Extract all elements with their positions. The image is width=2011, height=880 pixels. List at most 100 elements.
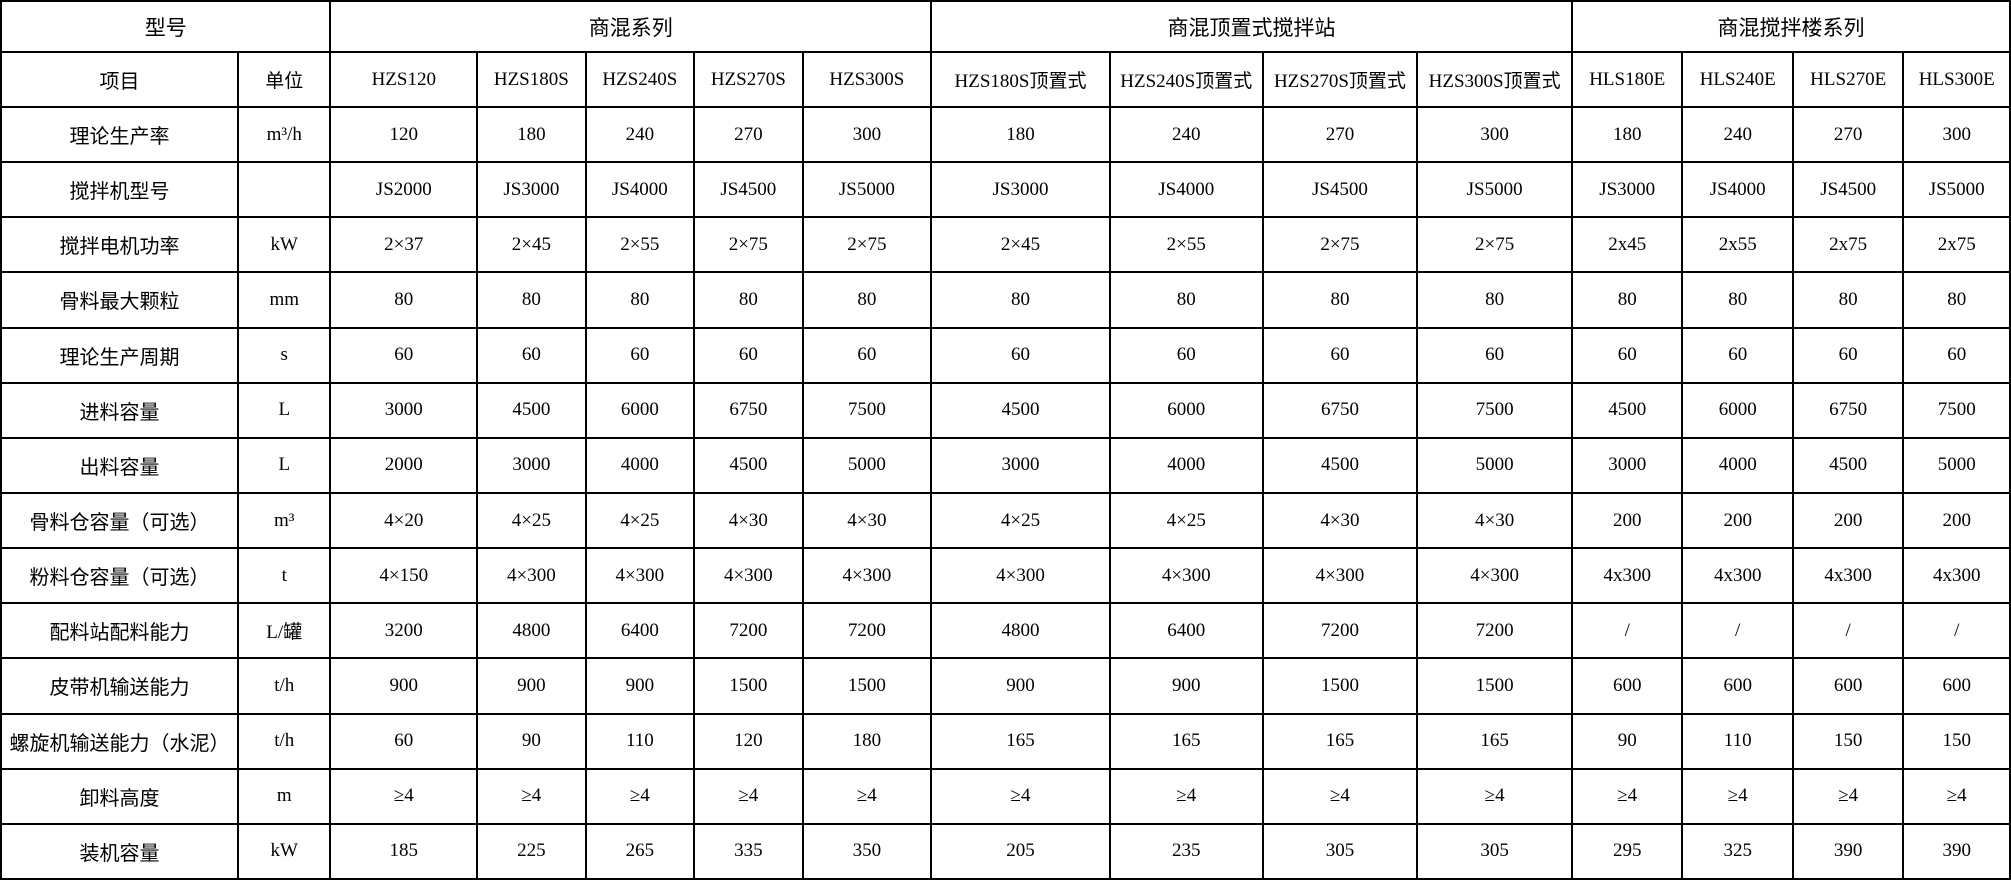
value-cell: 4×300 bbox=[1108, 547, 1264, 605]
value-cell: 60 bbox=[1261, 326, 1419, 384]
value-cell: 325 bbox=[1681, 822, 1794, 880]
row-label: 配料站配料能力 bbox=[0, 602, 240, 660]
value-cell: 80 bbox=[476, 271, 587, 329]
value-cell: 900 bbox=[476, 657, 587, 715]
value-cell: 2x75 bbox=[1791, 216, 1905, 274]
value-cell: JS3000 bbox=[930, 161, 1111, 219]
value-cell: JS4500 bbox=[1261, 161, 1419, 219]
model-header-cell: HZS270S顶置式 bbox=[1261, 51, 1419, 108]
value-cell: 600 bbox=[1570, 657, 1684, 715]
value-cell: 4×30 bbox=[1261, 491, 1419, 550]
value-cell: / bbox=[1791, 602, 1905, 660]
value-cell: 80 bbox=[1681, 271, 1794, 329]
value-cell: ≥4 bbox=[584, 767, 696, 825]
row-label: 出料容量 bbox=[0, 436, 240, 494]
value-cell: ≥4 bbox=[693, 767, 804, 825]
group-header-top-mounted-station: 商混顶置式搅拌站 bbox=[930, 0, 1573, 53]
value-cell: 80 bbox=[584, 271, 696, 329]
value-cell: 165 bbox=[1416, 712, 1573, 770]
value-cell: 200 bbox=[1681, 491, 1794, 550]
value-cell: 1500 bbox=[1261, 657, 1419, 715]
value-cell: JS4500 bbox=[693, 161, 804, 219]
value-cell: 4×30 bbox=[1416, 491, 1573, 550]
value-cell: 180 bbox=[476, 105, 587, 164]
item-header-cell: 项目 bbox=[0, 51, 240, 108]
value-cell: 110 bbox=[584, 712, 696, 770]
value-cell: / bbox=[1902, 602, 2011, 660]
value-cell: 60 bbox=[1108, 326, 1264, 384]
value-cell: 90 bbox=[476, 712, 587, 770]
row-label: 搅拌电机功率 bbox=[0, 216, 240, 274]
value-cell: 4×300 bbox=[476, 547, 587, 605]
value-cell: 60 bbox=[1681, 326, 1794, 384]
value-cell: 300 bbox=[1902, 105, 2011, 164]
value-cell: 3200 bbox=[329, 602, 479, 660]
value-cell: 305 bbox=[1261, 822, 1419, 880]
value-cell: 265 bbox=[584, 822, 696, 880]
value-cell: 2×37 bbox=[329, 216, 479, 274]
model-header-cell: HZS180S bbox=[476, 51, 587, 108]
unit-cell: L bbox=[237, 381, 332, 439]
value-cell: 200 bbox=[1570, 491, 1684, 550]
value-cell: 2×55 bbox=[1108, 216, 1264, 274]
value-cell: / bbox=[1570, 602, 1684, 660]
value-cell: 4×300 bbox=[930, 547, 1111, 605]
value-cell: 80 bbox=[1791, 271, 1905, 329]
value-cell: 200 bbox=[1902, 491, 2011, 550]
value-cell: 4800 bbox=[476, 602, 587, 660]
value-cell: 60 bbox=[329, 712, 479, 770]
value-cell: 6750 bbox=[1261, 381, 1419, 439]
value-cell: JS5000 bbox=[1416, 161, 1573, 219]
value-cell: 390 bbox=[1791, 822, 1905, 880]
unit-cell: mm bbox=[237, 271, 332, 329]
value-cell: 6750 bbox=[693, 381, 804, 439]
value-cell: 1500 bbox=[693, 657, 804, 715]
value-cell: 60 bbox=[1416, 326, 1573, 384]
value-cell: 205 bbox=[930, 822, 1111, 880]
model-header-row: 项目 单位 HZS120 HZS180S HZS240S HZS270S HZS… bbox=[0, 51, 2011, 108]
table-row: 卸料高度 m ≥4 ≥4 ≥4 ≥4 ≥4 ≥4 ≥4 ≥4 ≥4 ≥4 ≥4 ≥4 ≥4 bbox=[0, 767, 2011, 825]
value-cell: 4x300 bbox=[1902, 547, 2011, 605]
value-cell: / bbox=[1681, 602, 1794, 660]
model-header-cell: HLS180E bbox=[1570, 51, 1684, 108]
value-cell: JS2000 bbox=[329, 161, 479, 219]
table-row: 装机容量 kW 185 225 265 335 350 205 235 305 305 295 325 3… bbox=[0, 822, 2011, 880]
value-cell: 1500 bbox=[1416, 657, 1573, 715]
value-cell: 60 bbox=[693, 326, 804, 384]
value-cell: 240 bbox=[1108, 105, 1264, 164]
unit-cell: t bbox=[237, 547, 332, 605]
value-cell: 4×300 bbox=[801, 547, 933, 605]
value-cell: 150 bbox=[1791, 712, 1905, 770]
value-cell: 80 bbox=[1108, 271, 1264, 329]
value-cell: ≥4 bbox=[329, 767, 479, 825]
value-cell: 7200 bbox=[693, 602, 804, 660]
value-cell: 3000 bbox=[476, 436, 587, 494]
model-header-cell: HZS300S bbox=[801, 51, 933, 108]
value-cell: 80 bbox=[1902, 271, 2011, 329]
corner-cell: 型号 bbox=[0, 0, 332, 53]
value-cell: 2×75 bbox=[693, 216, 804, 274]
value-cell: 60 bbox=[930, 326, 1111, 384]
value-cell: 225 bbox=[476, 822, 587, 880]
value-cell: 6000 bbox=[584, 381, 696, 439]
value-cell: 60 bbox=[1570, 326, 1684, 384]
value-cell: 6000 bbox=[1681, 381, 1794, 439]
value-cell: 4×300 bbox=[693, 547, 804, 605]
value-cell: 900 bbox=[584, 657, 696, 715]
value-cell: 5000 bbox=[801, 436, 933, 494]
table-row: 配料站配料能力 L/罐 3200 4800 6400 7200 7200 4800 6400 72… bbox=[0, 602, 2011, 660]
value-cell: 335 bbox=[693, 822, 804, 880]
value-cell: 295 bbox=[1570, 822, 1684, 880]
value-cell: 5000 bbox=[1416, 436, 1573, 494]
model-header-cell: HLS300E bbox=[1902, 51, 2011, 108]
value-cell: 4500 bbox=[1261, 436, 1419, 494]
row-label: 螺旋机输送能力（水泥） bbox=[0, 712, 240, 770]
value-cell: 80 bbox=[693, 271, 804, 329]
value-cell: 7200 bbox=[1261, 602, 1419, 660]
value-cell: 4500 bbox=[930, 381, 1111, 439]
value-cell: 80 bbox=[1570, 271, 1684, 329]
value-cell: 180 bbox=[930, 105, 1111, 164]
value-cell: 80 bbox=[930, 271, 1111, 329]
value-cell: 150 bbox=[1902, 712, 2011, 770]
group-header-commercial-series: 商混系列 bbox=[329, 0, 933, 53]
